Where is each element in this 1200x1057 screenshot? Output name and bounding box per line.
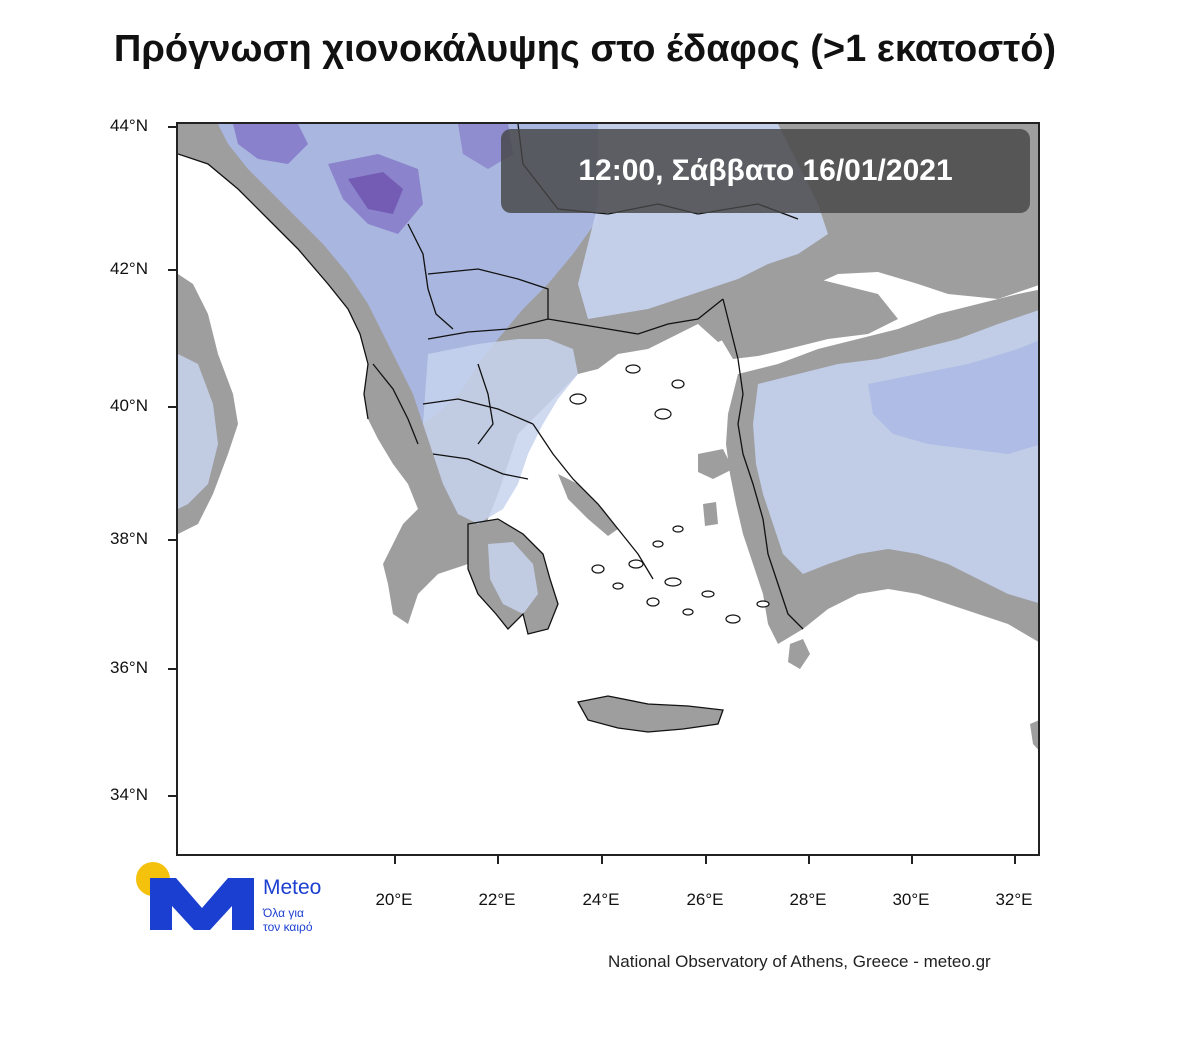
forecast-time-banner: 12:00, Σάββατο 16/01/2021 <box>501 129 1030 213</box>
snow-greece-interior <box>423 339 578 524</box>
meteo-m-icon <box>150 878 254 930</box>
lat-label-42: 42°N <box>110 259 148 278</box>
lon-label-32: 32°E <box>995 890 1033 909</box>
border-coast-aegean <box>532 423 654 580</box>
island-11 <box>672 525 684 533</box>
snow-heavy-romania <box>458 124 513 169</box>
land-evia <box>558 474 618 536</box>
lat-label-44: 44°N <box>110 116 148 135</box>
border-crete <box>576 695 724 733</box>
border-macedonia <box>427 268 549 319</box>
lat-tick-44 <box>168 126 176 128</box>
island-7 <box>701 590 715 598</box>
lat-tick-36 <box>168 668 176 670</box>
lat-label-40: 40°N <box>110 396 148 415</box>
land-levant <box>1030 720 1038 750</box>
logo-tagline-line1: Όλα για <box>263 906 304 920</box>
meteo-logo: Meteo Όλα για τον καιρό <box>136 858 356 938</box>
island-5 <box>664 577 682 587</box>
map-title: Πρόγνωση χιονοκάλυψης στο έδαφος (>1 εκα… <box>113 28 1057 70</box>
border-regions-greece-2 <box>432 453 529 480</box>
island-12 <box>625 364 641 374</box>
source-credit: National Observatory of Athens, Greece -… <box>608 952 991 971</box>
lon-label-28: 28°E <box>789 890 827 909</box>
lat-tick-34 <box>168 795 176 797</box>
island-4 <box>646 597 660 607</box>
island-9 <box>756 600 770 608</box>
border-peloponnese <box>467 518 559 635</box>
land-crete <box>578 696 723 732</box>
lon-label-30: 30°E <box>892 890 930 909</box>
border-greece-albania <box>372 363 419 445</box>
land-chios <box>703 502 718 526</box>
snow-italy <box>178 354 218 509</box>
border-bulgaria-greece <box>427 298 724 340</box>
border-regions-greece-3 <box>477 363 494 445</box>
island-13 <box>671 379 685 389</box>
lat-label-34: 34°N <box>110 785 148 804</box>
lat-tick-38 <box>168 539 176 541</box>
logo-name: Meteo <box>263 876 322 899</box>
land-thrace <box>718 269 898 359</box>
island-6 <box>682 608 694 616</box>
land-lesvos <box>698 449 733 479</box>
snow-deep-serbia <box>348 172 403 214</box>
island-1 <box>591 564 605 574</box>
logo-tagline-line2: τον καιρό <box>263 920 313 934</box>
lon-tick-24 <box>601 856 603 864</box>
lon-label-26: 26°E <box>686 890 724 909</box>
map-frame <box>176 122 1040 856</box>
snow-cover-map <box>178 124 1038 750</box>
snow-anatolia-heavy <box>868 340 1038 454</box>
lat-label-36: 36°N <box>110 658 148 677</box>
lon-tick-20 <box>394 856 396 864</box>
island-3 <box>628 559 644 569</box>
lon-tick-30 <box>911 856 913 864</box>
lon-label-24: 24°E <box>582 890 620 909</box>
island-2 <box>612 582 624 590</box>
lat-label-38: 38°N <box>110 529 148 548</box>
land-rhodes <box>788 639 810 669</box>
border-serbia-bulgaria <box>407 223 454 330</box>
lon-tick-28 <box>808 856 810 864</box>
island-14 <box>569 393 587 405</box>
lat-tick-40 <box>168 406 176 408</box>
snow-peloponnese <box>488 542 538 614</box>
lon-tick-26 <box>705 856 707 864</box>
lon-label-20: 20°E <box>375 890 413 909</box>
island-15 <box>654 408 672 420</box>
lon-tick-22 <box>497 856 499 864</box>
border-coast-adriatic <box>178 153 369 420</box>
lat-tick-42 <box>168 269 176 271</box>
lon-label-22: 22°E <box>478 890 516 909</box>
border-greece-turkey <box>722 298 739 360</box>
snow-heavy-north <box>233 124 308 164</box>
border-coast-turkey <box>737 358 804 630</box>
aegean-islands <box>569 364 770 624</box>
lon-tick-32 <box>1014 856 1016 864</box>
island-8 <box>725 614 741 624</box>
border-regions-greece-1 <box>422 398 534 425</box>
island-10 <box>652 540 664 548</box>
